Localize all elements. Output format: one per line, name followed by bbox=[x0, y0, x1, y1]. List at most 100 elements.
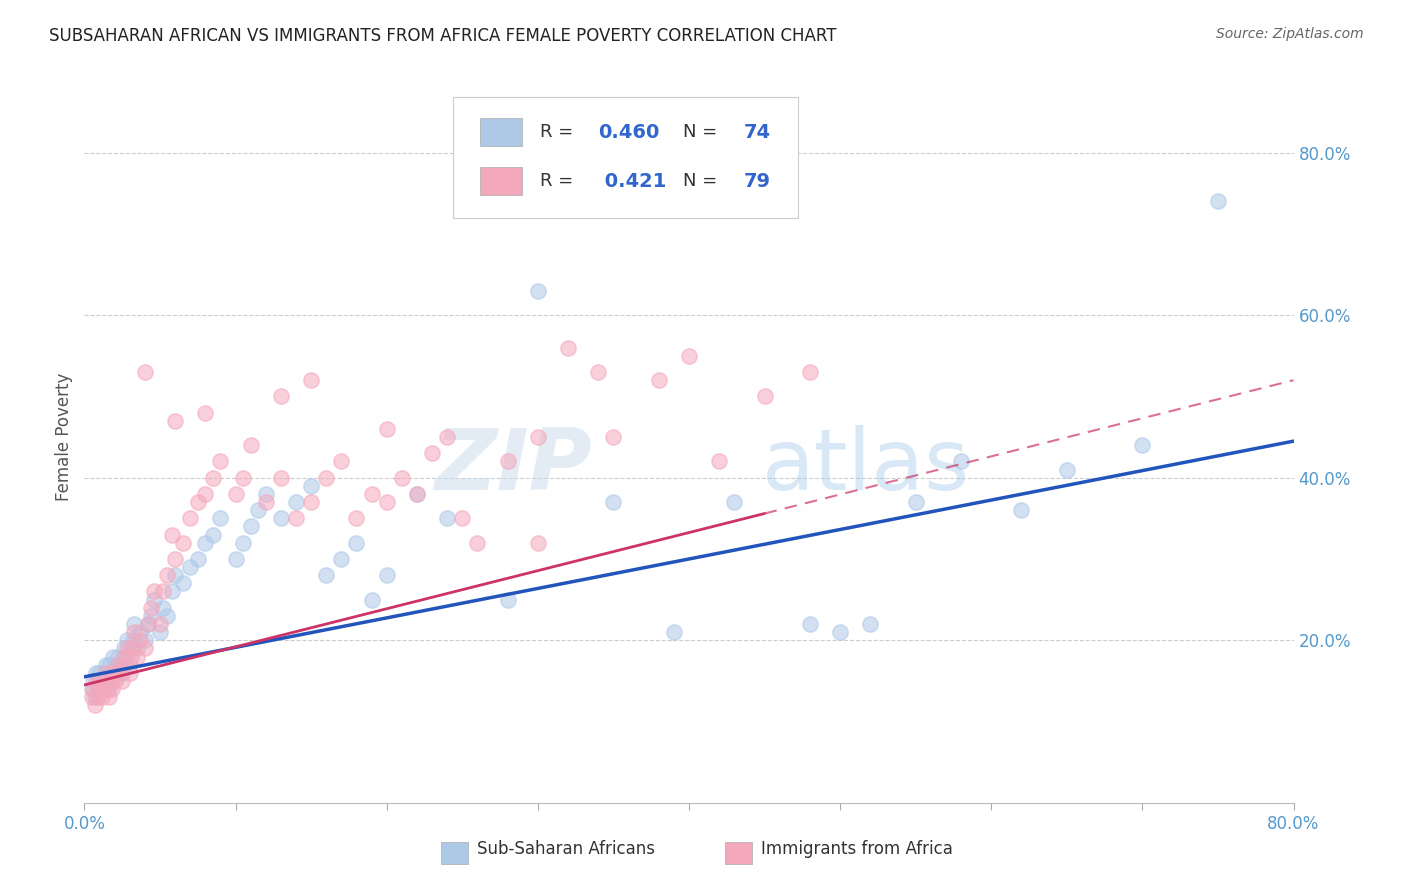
Point bbox=[436, 430, 458, 444]
Point bbox=[108, 657, 131, 672]
Point bbox=[391, 471, 413, 485]
Point bbox=[527, 430, 550, 444]
Point bbox=[209, 454, 232, 468]
Point bbox=[330, 454, 353, 468]
Point bbox=[285, 495, 308, 509]
Point bbox=[315, 471, 337, 485]
Point bbox=[93, 681, 115, 696]
Point bbox=[87, 690, 110, 705]
Point bbox=[114, 657, 136, 672]
Point bbox=[156, 608, 179, 623]
Point bbox=[254, 495, 277, 509]
Point bbox=[299, 495, 322, 509]
Text: SUBSAHARAN AFRICAN VS IMMIGRANTS FROM AFRICA FEMALE POVERTY CORRELATION CHART: SUBSAHARAN AFRICAN VS IMMIGRANTS FROM AF… bbox=[49, 27, 837, 45]
Point bbox=[149, 617, 172, 632]
Point bbox=[375, 422, 398, 436]
Text: ZIP: ZIP bbox=[434, 425, 592, 508]
Point bbox=[121, 633, 143, 648]
Point bbox=[84, 690, 107, 705]
Point bbox=[315, 568, 337, 582]
Point bbox=[165, 414, 187, 428]
Point bbox=[156, 568, 179, 582]
Point bbox=[360, 487, 382, 501]
Point bbox=[165, 552, 187, 566]
Point bbox=[299, 479, 322, 493]
Text: N =: N = bbox=[683, 123, 723, 141]
Point bbox=[723, 495, 745, 509]
Text: 0.421: 0.421 bbox=[599, 171, 666, 191]
Point bbox=[187, 552, 209, 566]
Text: N =: N = bbox=[683, 172, 723, 190]
Point bbox=[91, 681, 114, 696]
Text: R =: R = bbox=[540, 172, 579, 190]
Point bbox=[346, 511, 368, 525]
Point bbox=[107, 657, 129, 672]
Point bbox=[662, 625, 685, 640]
Point bbox=[86, 673, 108, 688]
Text: Immigrants from Africa: Immigrants from Africa bbox=[762, 840, 953, 858]
Point bbox=[299, 373, 322, 387]
Point bbox=[678, 349, 700, 363]
FancyBboxPatch shape bbox=[453, 97, 797, 218]
Point bbox=[82, 681, 104, 696]
Text: Sub-Saharan Africans: Sub-Saharan Africans bbox=[478, 840, 655, 858]
Point bbox=[179, 560, 201, 574]
Text: 0.460: 0.460 bbox=[599, 122, 659, 142]
Point bbox=[98, 665, 121, 680]
Point bbox=[209, 511, 232, 525]
Point bbox=[134, 633, 156, 648]
Point bbox=[239, 519, 262, 533]
Point bbox=[96, 673, 118, 688]
Point bbox=[127, 641, 149, 656]
Point bbox=[101, 665, 124, 680]
Point bbox=[201, 471, 224, 485]
Point bbox=[285, 511, 308, 525]
Point bbox=[588, 365, 610, 379]
Point bbox=[187, 495, 209, 509]
Point bbox=[270, 511, 292, 525]
Point bbox=[94, 657, 117, 672]
Point bbox=[91, 690, 114, 705]
Point bbox=[120, 649, 142, 664]
Point bbox=[360, 592, 382, 607]
Point bbox=[98, 673, 121, 688]
Point bbox=[96, 681, 118, 696]
Point bbox=[118, 657, 141, 672]
Point bbox=[406, 487, 429, 501]
Point bbox=[194, 535, 217, 549]
Point bbox=[114, 649, 136, 664]
Point bbox=[467, 535, 489, 549]
Y-axis label: Female Poverty: Female Poverty bbox=[55, 373, 73, 501]
Point bbox=[134, 365, 156, 379]
Point bbox=[451, 511, 474, 525]
Point bbox=[172, 576, 194, 591]
Point bbox=[527, 535, 550, 549]
Point bbox=[270, 471, 292, 485]
Point bbox=[136, 617, 159, 632]
Point bbox=[97, 681, 120, 696]
Point bbox=[80, 681, 103, 696]
Text: R =: R = bbox=[540, 123, 579, 141]
Point bbox=[754, 389, 776, 403]
Point bbox=[107, 649, 129, 664]
Point bbox=[104, 665, 127, 680]
Point bbox=[799, 365, 821, 379]
Point bbox=[709, 454, 731, 468]
Point bbox=[108, 665, 131, 680]
Point bbox=[346, 535, 368, 549]
Point bbox=[122, 625, 145, 640]
FancyBboxPatch shape bbox=[441, 841, 468, 863]
Point bbox=[375, 495, 398, 509]
Point bbox=[142, 592, 165, 607]
Point bbox=[149, 625, 172, 640]
Point bbox=[120, 641, 142, 656]
Point bbox=[1011, 503, 1033, 517]
Point bbox=[122, 617, 145, 632]
Point bbox=[225, 552, 247, 566]
Point bbox=[89, 673, 111, 688]
Point bbox=[105, 665, 128, 680]
Point bbox=[152, 600, 174, 615]
Point bbox=[496, 592, 519, 607]
Point bbox=[115, 641, 138, 656]
Point bbox=[160, 527, 183, 541]
